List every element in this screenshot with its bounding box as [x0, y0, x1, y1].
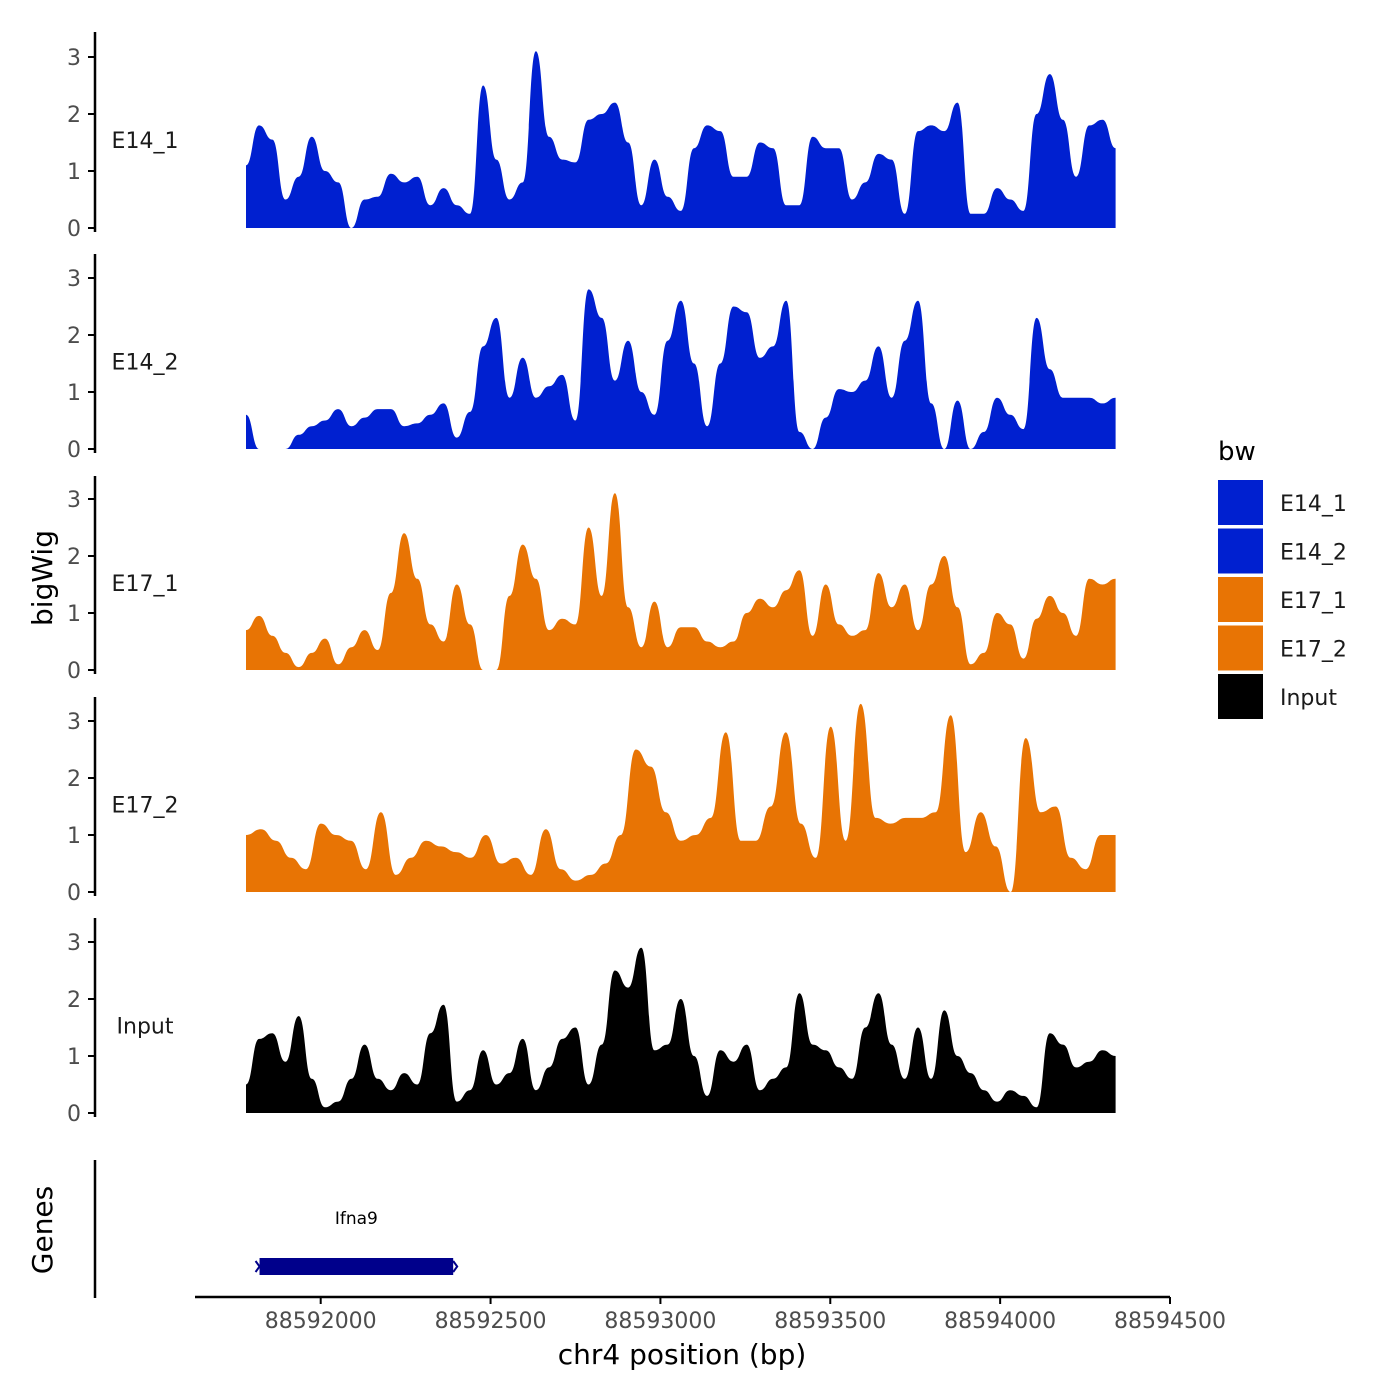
gene-label-Ifna9: Ifna9: [335, 1209, 378, 1229]
legend-swatch-E17_2: [1218, 625, 1263, 671]
legend-label-E14_1: E14_1: [1280, 492, 1347, 517]
x-axis: 88592000 88592500 88593000 88593500 88594000…: [195, 1295, 1226, 1334]
y-tick-label-E14_2-1: 1: [67, 381, 81, 406]
y-tick-label-E17_2-1: 1: [67, 824, 81, 849]
gene-strand-right-Ifna9: [452, 1260, 459, 1273]
y-tick-label-E17_2-3: 3: [67, 710, 81, 735]
y-tick-label-E14_2-0: 0: [67, 438, 81, 463]
legend-label-E14_2: E14_2: [1280, 541, 1347, 566]
y-tick-label-E14_1-2: 2: [67, 103, 81, 128]
track-E17_2: 0 1 2 3 E17_2: [67, 697, 1116, 906]
signal-tracks: 0 1 2 3 E14_1 0 1 2 3 E14_2 0 1 2 3 E17_1 0 1 2 3 E17_2 0 1 2 3…: [67, 32, 1116, 1127]
genes-panel: Ifna9: [93, 1160, 459, 1298]
gene-body-Ifna9: [259, 1258, 454, 1275]
legend: bw E14_1 E14_2 E17_1 E17_2 Input: [1218, 437, 1347, 719]
track-label-Input: Input: [117, 1015, 174, 1040]
legend-swatch-E17_1: [1218, 577, 1263, 622]
x-tick-label-88592500: 88592500: [435, 1309, 547, 1334]
y-tick-label-E17_2-2: 2: [67, 767, 81, 792]
legend-label-Input: Input: [1280, 686, 1337, 711]
gene-strand-left-Ifna9: [254, 1260, 261, 1273]
legend-label-E17_2: E17_2: [1280, 638, 1347, 663]
y-tick-label-E14_1-1: 1: [67, 160, 81, 185]
area-Input: [246, 947, 1116, 1113]
y-tick-label-E17_1-1: 1: [67, 602, 81, 627]
x-tick-label-88593500: 88593500: [774, 1309, 886, 1334]
y-tick-label-Input-3: 3: [67, 931, 81, 956]
track-E14_1: 0 1 2 3 E14_1: [67, 32, 1116, 242]
track-E14_2: 0 1 2 3 E14_2: [67, 254, 1116, 463]
legend-title: bw: [1218, 437, 1256, 467]
y-tick-label-Input-2: 2: [67, 988, 81, 1013]
y-tick-label-E14_2-2: 2: [67, 324, 81, 349]
y-tick-label-Input-0: 0: [67, 1102, 81, 1127]
track-label-E14_2: E14_2: [112, 351, 179, 376]
y-tick-label-E17_1-0: 0: [67, 659, 81, 684]
y-tick-label-E17_2-0: 0: [67, 881, 81, 906]
track-Input: 0 1 2 3 Input: [67, 918, 1116, 1127]
y-axis-label: bigWig: [26, 530, 59, 626]
track-label-E17_1: E17_1: [112, 572, 179, 597]
y-tick-label-Input-1: 1: [67, 1045, 81, 1070]
x-axis-label: chr4 position (bp): [558, 1338, 807, 1371]
x-tick-label-88592000: 88592000: [265, 1309, 377, 1334]
legend-swatch-Input: [1218, 674, 1263, 719]
area-E14_1: [246, 51, 1116, 228]
track-E17_1: 0 1 2 3 E17_1: [67, 476, 1116, 684]
genes-axis-label: Genes: [26, 1186, 59, 1274]
legend-label-E17_1: E17_1: [1280, 589, 1347, 614]
y-tick-label-E17_1-2: 2: [67, 545, 81, 570]
y-tick-label-E17_1-3: 3: [67, 488, 81, 513]
area-E14_2: [246, 289, 1116, 449]
track-label-E14_1: E14_1: [112, 129, 179, 154]
y-tick-label-E14_2-3: 3: [67, 267, 81, 292]
y-tick-label-E14_1-3: 3: [67, 46, 81, 71]
area-E17_2: [246, 703, 1116, 892]
legend-swatch-E14_2: [1218, 528, 1263, 574]
y-tick-label-E14_1-0: 0: [67, 217, 81, 242]
legend-swatch-E14_1: [1218, 480, 1263, 525]
x-tick-label-88594500: 88594500: [1114, 1309, 1226, 1334]
area-E17_1: [246, 493, 1116, 670]
x-tick-label-88593000: 88593000: [604, 1309, 716, 1334]
x-tick-label-88594000: 88594000: [944, 1309, 1056, 1334]
track-label-E17_2: E17_2: [112, 794, 179, 819]
